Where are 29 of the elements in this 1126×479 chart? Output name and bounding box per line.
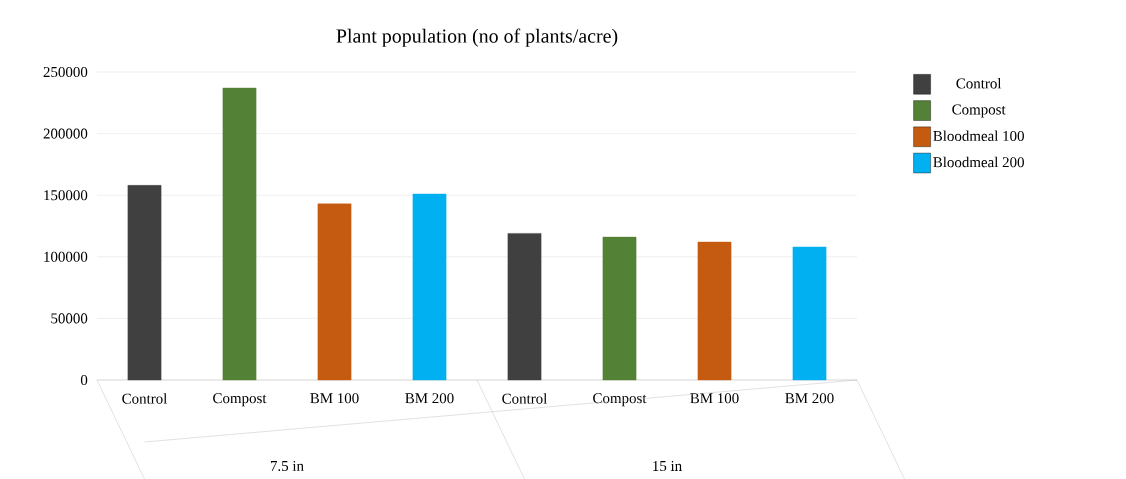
legend-label: Control (956, 78, 1002, 89)
y-tick-label: 0 (80, 374, 88, 386)
text: 15 in (653, 460, 682, 472)
x-tick-label: BM 100 (310, 393, 359, 404)
x-tick-label: BM 100 (690, 393, 739, 404)
x-tick-label: Compost (213, 393, 267, 407)
bar (792, 246, 827, 381)
y-tick-label: 150000 (44, 190, 88, 201)
legend-label: Compost (952, 104, 1006, 118)
bar (127, 185, 162, 381)
y-tick-label: 100000 (44, 251, 88, 262)
legend-label: Bloodmeal 100 (933, 130, 1024, 141)
x-tick-label: BM 200 (405, 393, 454, 404)
bar (412, 193, 447, 381)
chart-title: Plant population (no of plants/acre) (336, 28, 618, 47)
bar (317, 203, 352, 381)
legend-label: Bloodmeal 200 (933, 156, 1024, 168)
x-tick-label: Compost (593, 393, 647, 407)
y-tick-label: 200000 (43, 128, 88, 139)
x-tick-label: Control (502, 393, 548, 404)
bar (507, 233, 542, 381)
bar (222, 87, 257, 381)
bar (602, 236, 637, 381)
text: 7.5 in (270, 460, 304, 472)
x-tick-label: BM 200 (785, 393, 834, 404)
y-tick-label: 50000 (51, 313, 88, 324)
y-tick-label: 250000 (43, 66, 88, 78)
x-tick-label: Control (122, 393, 168, 404)
bar (697, 241, 732, 381)
